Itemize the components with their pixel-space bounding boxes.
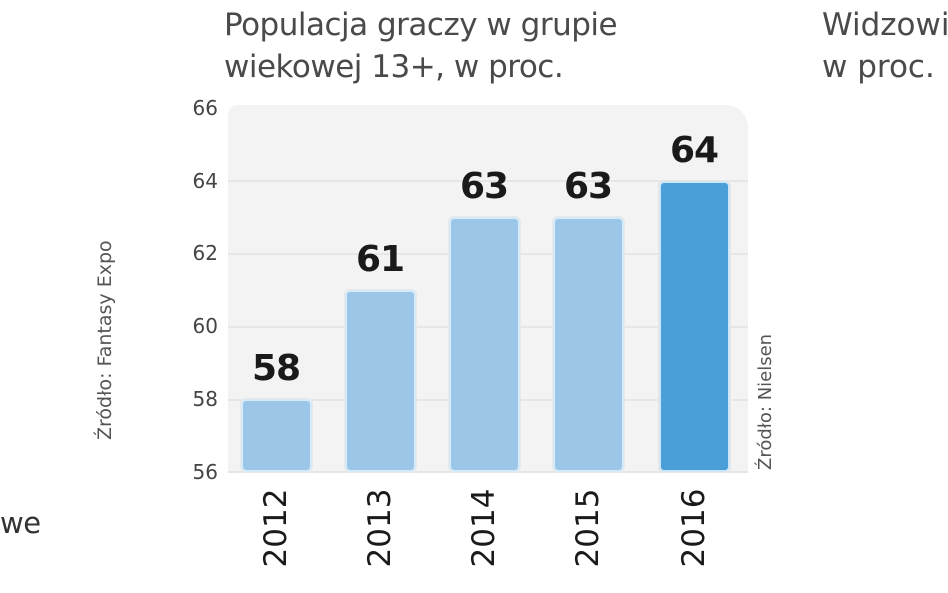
x-tick-label: 2016 bbox=[676, 488, 712, 568]
bar-value-label: 58 bbox=[251, 348, 301, 389]
y-tick: 62 bbox=[192, 241, 218, 265]
chart-title-line2: wiekowej 13+, w proc. bbox=[224, 49, 564, 85]
x-tick-label: 2014 bbox=[466, 488, 502, 568]
bar-2015 bbox=[553, 217, 624, 472]
left-chart-fragment-text: we bbox=[0, 506, 41, 540]
bar-2013 bbox=[345, 290, 416, 472]
gridline-64 bbox=[228, 180, 748, 182]
chart-title-line1: Populacja graczy w grupie bbox=[224, 7, 618, 43]
y-tick: 60 bbox=[192, 314, 218, 338]
right-chart-title-line2: w proc. bbox=[822, 49, 935, 85]
x-tick-label: 2013 bbox=[362, 488, 398, 568]
bar-value-label: 64 bbox=[669, 130, 719, 171]
chart-title: Populacja graczy w grupie wiekowej 13+, … bbox=[224, 4, 618, 88]
bar-2014 bbox=[449, 217, 520, 472]
x-tick-label: 2015 bbox=[570, 488, 606, 568]
y-tick: 58 bbox=[192, 387, 218, 411]
gridline-56 bbox=[228, 471, 748, 473]
bar-value-label: 61 bbox=[355, 239, 405, 280]
right-chart-title: Widzowi w proc. bbox=[822, 4, 948, 88]
x-tick-label: 2012 bbox=[258, 488, 294, 568]
bar-value-label: 63 bbox=[563, 166, 613, 207]
left-chart-source: Źródło: Fantasy Expo bbox=[94, 240, 116, 440]
bar-value-label: 63 bbox=[459, 166, 509, 207]
bar-2016 bbox=[659, 181, 730, 472]
y-tick: 56 bbox=[192, 460, 218, 484]
y-tick: 66 bbox=[192, 96, 218, 120]
bar-2012 bbox=[241, 399, 312, 472]
y-tick: 64 bbox=[192, 169, 218, 193]
right-chart-title-line1: Widzowi bbox=[822, 7, 948, 43]
chart-source: Źródło: Nielsen bbox=[755, 333, 776, 470]
